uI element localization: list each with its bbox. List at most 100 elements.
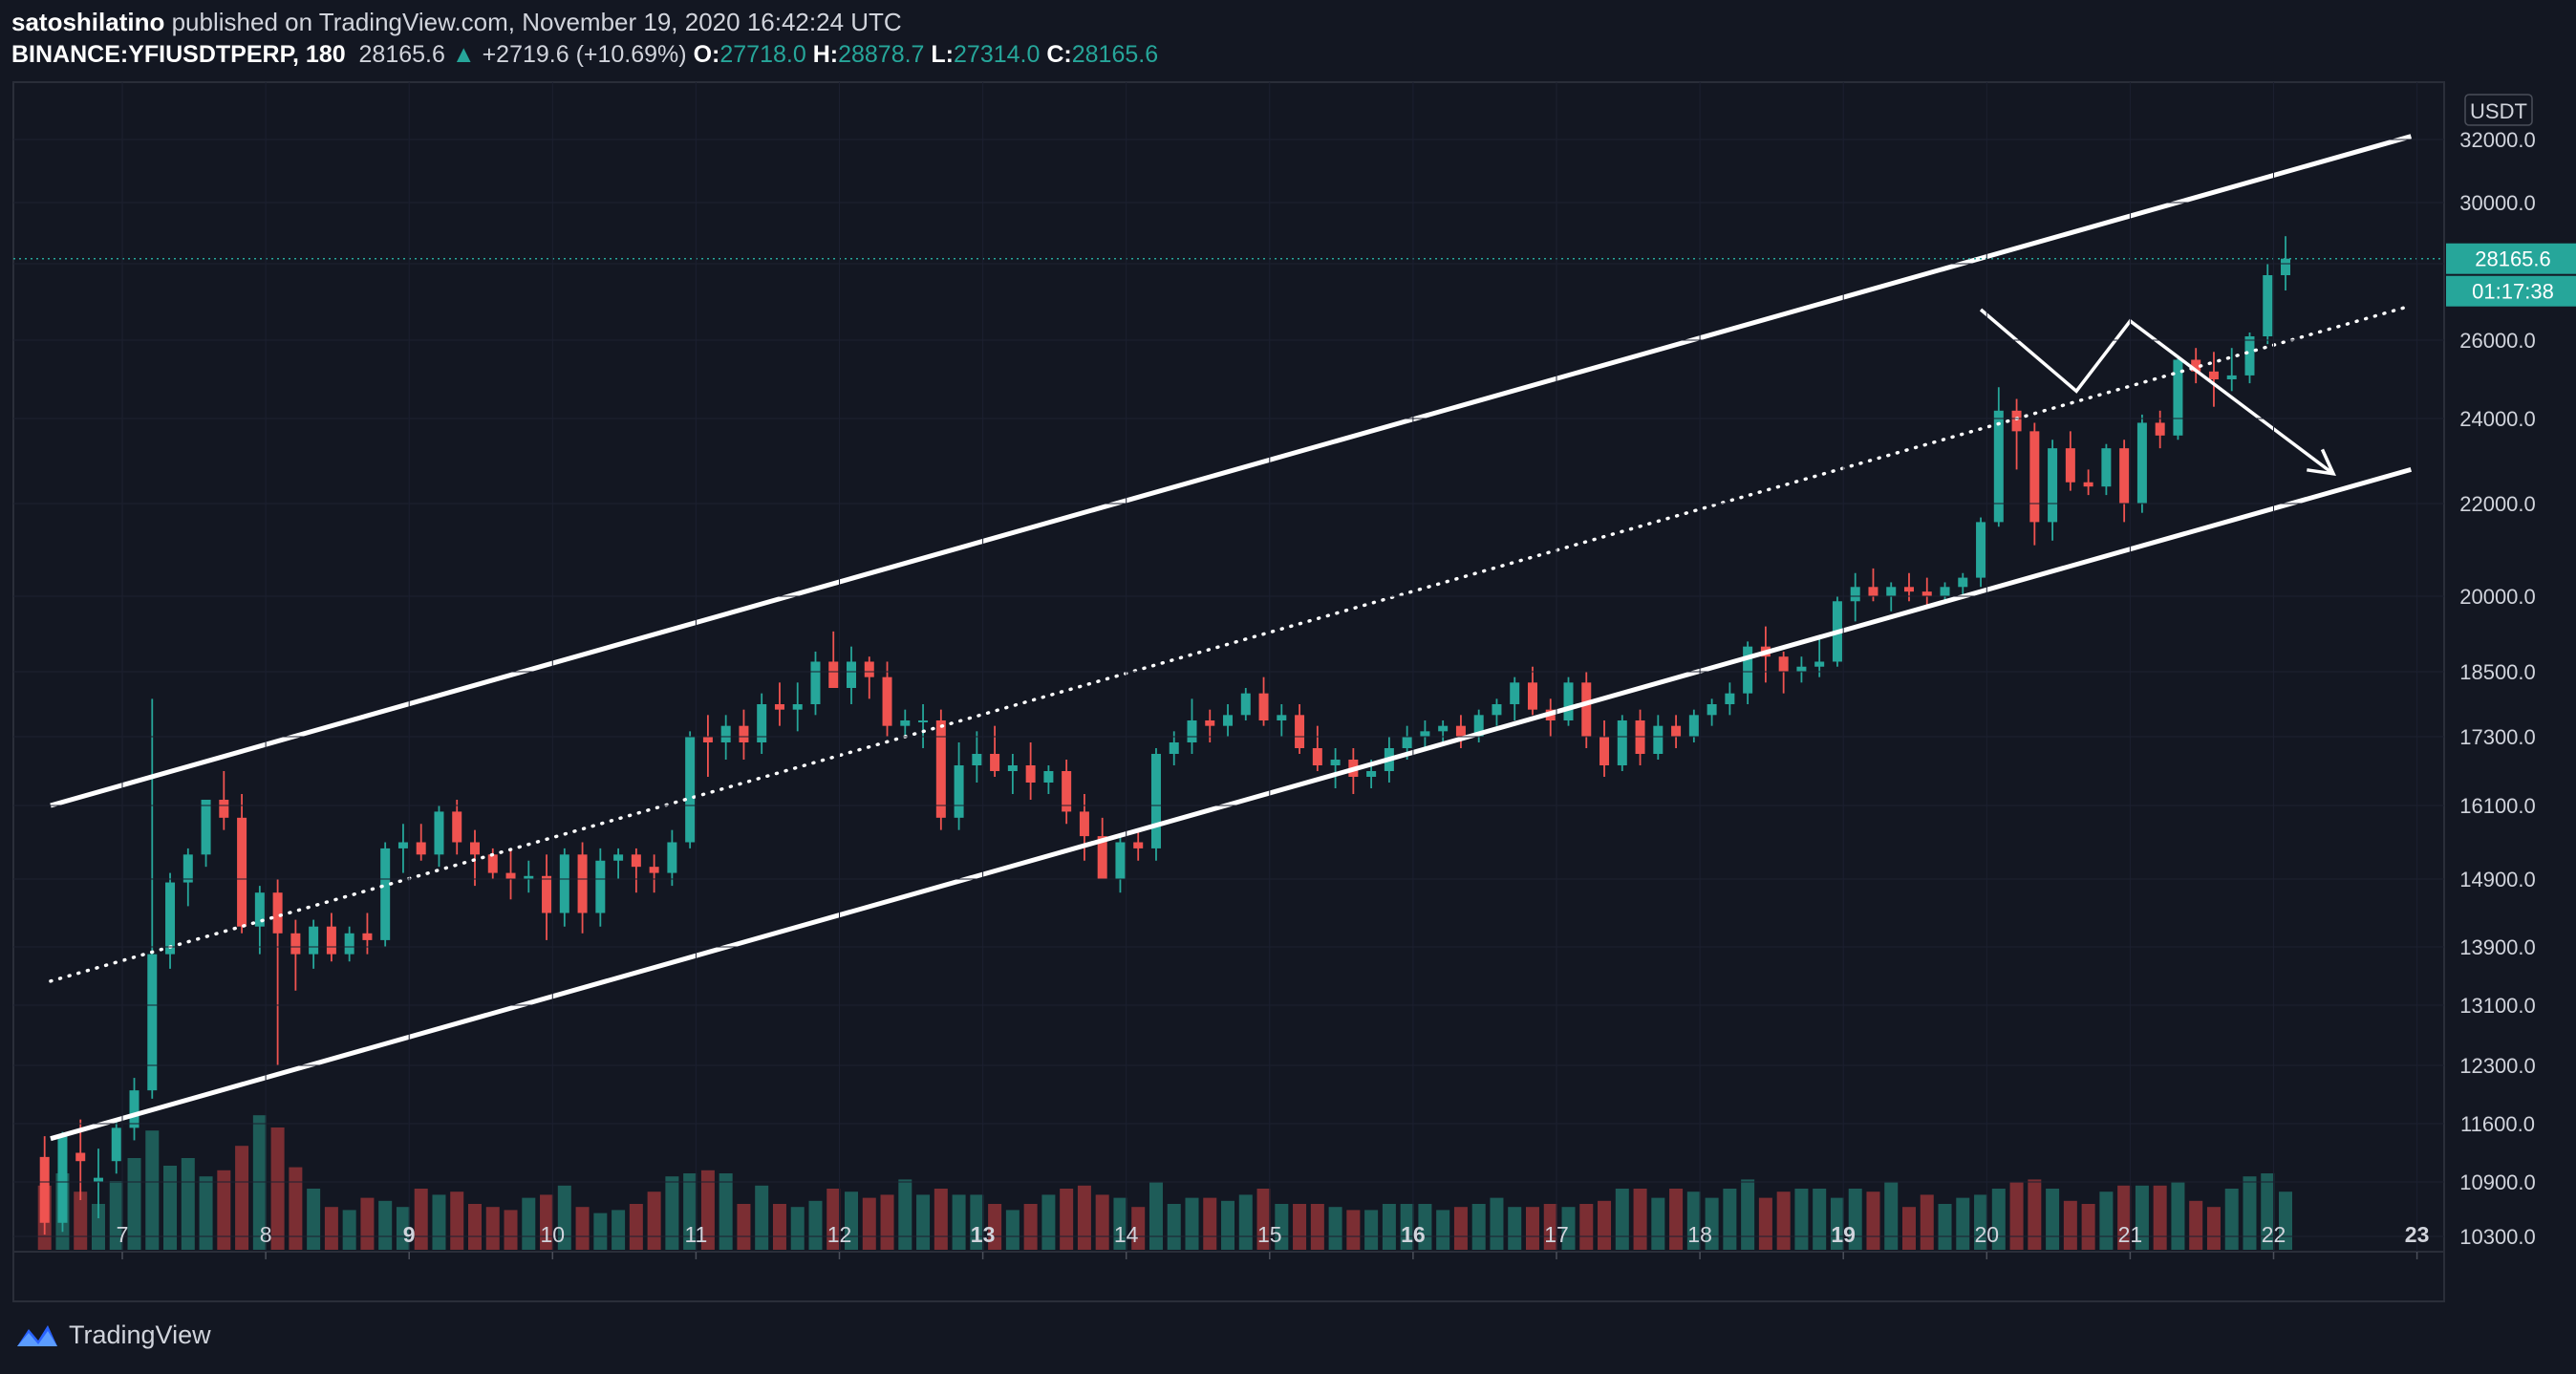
volume-bar <box>1095 1194 1109 1250</box>
candle-down <box>1312 725 1322 771</box>
candle-up <box>1277 704 1287 737</box>
volume-bar <box>1382 1204 1396 1250</box>
tradingview-logo-icon[interactable] <box>15 1321 59 1350</box>
candle-body <box>882 676 892 726</box>
candle-body <box>1025 765 1036 783</box>
candle-body <box>757 704 767 742</box>
volume-bar <box>1723 1189 1737 1250</box>
candle-body <box>380 848 391 940</box>
volume-bar <box>2171 1182 2185 1250</box>
volume-bar <box>252 1115 267 1250</box>
candle-down <box>1921 577 1932 607</box>
candle-down <box>990 725 1000 777</box>
volume-bar <box>2243 1176 2257 1250</box>
candle-up <box>954 742 964 830</box>
time-tick-label: 20 <box>1975 1222 2000 1247</box>
volume-bar <box>1901 1207 1916 1250</box>
candle-body <box>75 1152 86 1162</box>
candle-down <box>1599 720 1610 777</box>
candle-up <box>1743 641 1753 704</box>
volume-bar <box>145 1130 160 1250</box>
candle-body <box>774 704 784 710</box>
time-tick-label: 23 <box>2405 1222 2430 1247</box>
price-tick-label: 11600.0 <box>2460 1112 2535 1136</box>
volume-bar <box>1400 1204 1414 1250</box>
trend-channel[interactable] <box>49 134 2414 1142</box>
price-axis[interactable]: 32000.030000.028000.026000.024000.022000… <box>13 94 2576 1249</box>
time-tick-label: 14 <box>1114 1222 1139 1247</box>
currency-button[interactable] <box>2464 94 2533 126</box>
candle-body <box>1993 410 2004 523</box>
volume-bar <box>557 1185 571 1250</box>
time-axis[interactable]: 7 8 9 10 11 12 13 14 15 16 17 18 19 20 21 22 23 <box>117 82 2430 1259</box>
candle-up <box>1940 582 1950 602</box>
candle-up <box>1150 748 1161 861</box>
price-tick-label: 32000.0 <box>2459 128 2536 152</box>
candle-up <box>165 872 176 969</box>
projection-path[interactable] <box>1979 308 2335 476</box>
time-tick-label: 12 <box>827 1222 852 1247</box>
candle-body <box>1527 682 1537 710</box>
last-price-badge[interactable] <box>2446 243 2576 274</box>
candle-down <box>649 854 659 893</box>
time-tick-label: 22 <box>2262 1222 2286 1247</box>
price-tick-label: 24000.0 <box>2459 407 2536 431</box>
candle-body <box>1510 682 1520 704</box>
candle-up <box>900 709 911 737</box>
published-text: published on TradingView.com, November 1… <box>171 8 902 36</box>
candle-body <box>631 854 641 868</box>
volume-bar <box>2028 1179 2042 1250</box>
change-arrow-icon: ▲ <box>451 41 476 68</box>
candle-down <box>577 842 588 934</box>
candle-down <box>1903 572 1914 602</box>
candle-up <box>595 848 606 927</box>
candle-up <box>111 1119 121 1174</box>
candle-body <box>2065 448 2075 483</box>
candle-up <box>1473 709 1484 742</box>
volume-bar <box>1633 1189 1647 1250</box>
publication-line: satoshilatino published on TradingView.c… <box>11 6 1158 38</box>
volume-bar <box>880 1194 894 1250</box>
volume-bar <box>2206 1207 2221 1250</box>
candle-body <box>2263 275 2273 336</box>
volume-bar <box>755 1185 769 1250</box>
symbol-label[interactable]: BINANCE:YFIUSDTPERP, 180 <box>11 41 346 68</box>
volume-bar <box>1293 1204 1307 1250</box>
candle-down <box>631 848 641 893</box>
volume-bar <box>808 1200 823 1250</box>
candle-body <box>2119 448 2130 504</box>
countdown-badge <box>2446 275 2576 307</box>
channel-lower-line[interactable] <box>50 466 2413 1142</box>
volume-bar <box>665 1176 679 1250</box>
volume-bar <box>1598 1200 1612 1250</box>
candle-body <box>1958 577 1968 588</box>
author-name[interactable]: satoshilatino <box>11 8 165 36</box>
channel-upper-line[interactable] <box>50 134 2413 808</box>
volume-bar <box>396 1207 410 1250</box>
volume-bar <box>450 1192 464 1250</box>
candle-down <box>416 824 426 861</box>
volume-bar <box>2189 1200 2203 1250</box>
channel-median-line[interactable] <box>49 304 2414 983</box>
candle-body <box>1778 656 1789 672</box>
volume-bar <box>485 1207 500 1250</box>
volume-bar <box>988 1204 1002 1250</box>
candle-body <box>1097 836 1107 879</box>
candle-down <box>272 879 283 1065</box>
currency-label[interactable]: USDT <box>2470 99 2527 123</box>
candle-down <box>1581 672 1592 748</box>
candle-down <box>362 912 373 955</box>
candle-up <box>1796 656 1807 683</box>
footer-brand[interactable]: TradingView <box>69 1320 211 1349</box>
candle-body <box>559 854 569 913</box>
volume-bar <box>1346 1210 1361 1250</box>
candle-up <box>1510 676 1520 720</box>
volume-bar <box>2261 1173 2275 1250</box>
candle-up <box>1330 748 1341 788</box>
volume-bar <box>2099 1192 2114 1250</box>
volume-bar <box>181 1158 195 1250</box>
candle-body <box>1707 704 1717 716</box>
candle-up <box>182 848 193 907</box>
volume-bar <box>2063 1200 2077 1250</box>
